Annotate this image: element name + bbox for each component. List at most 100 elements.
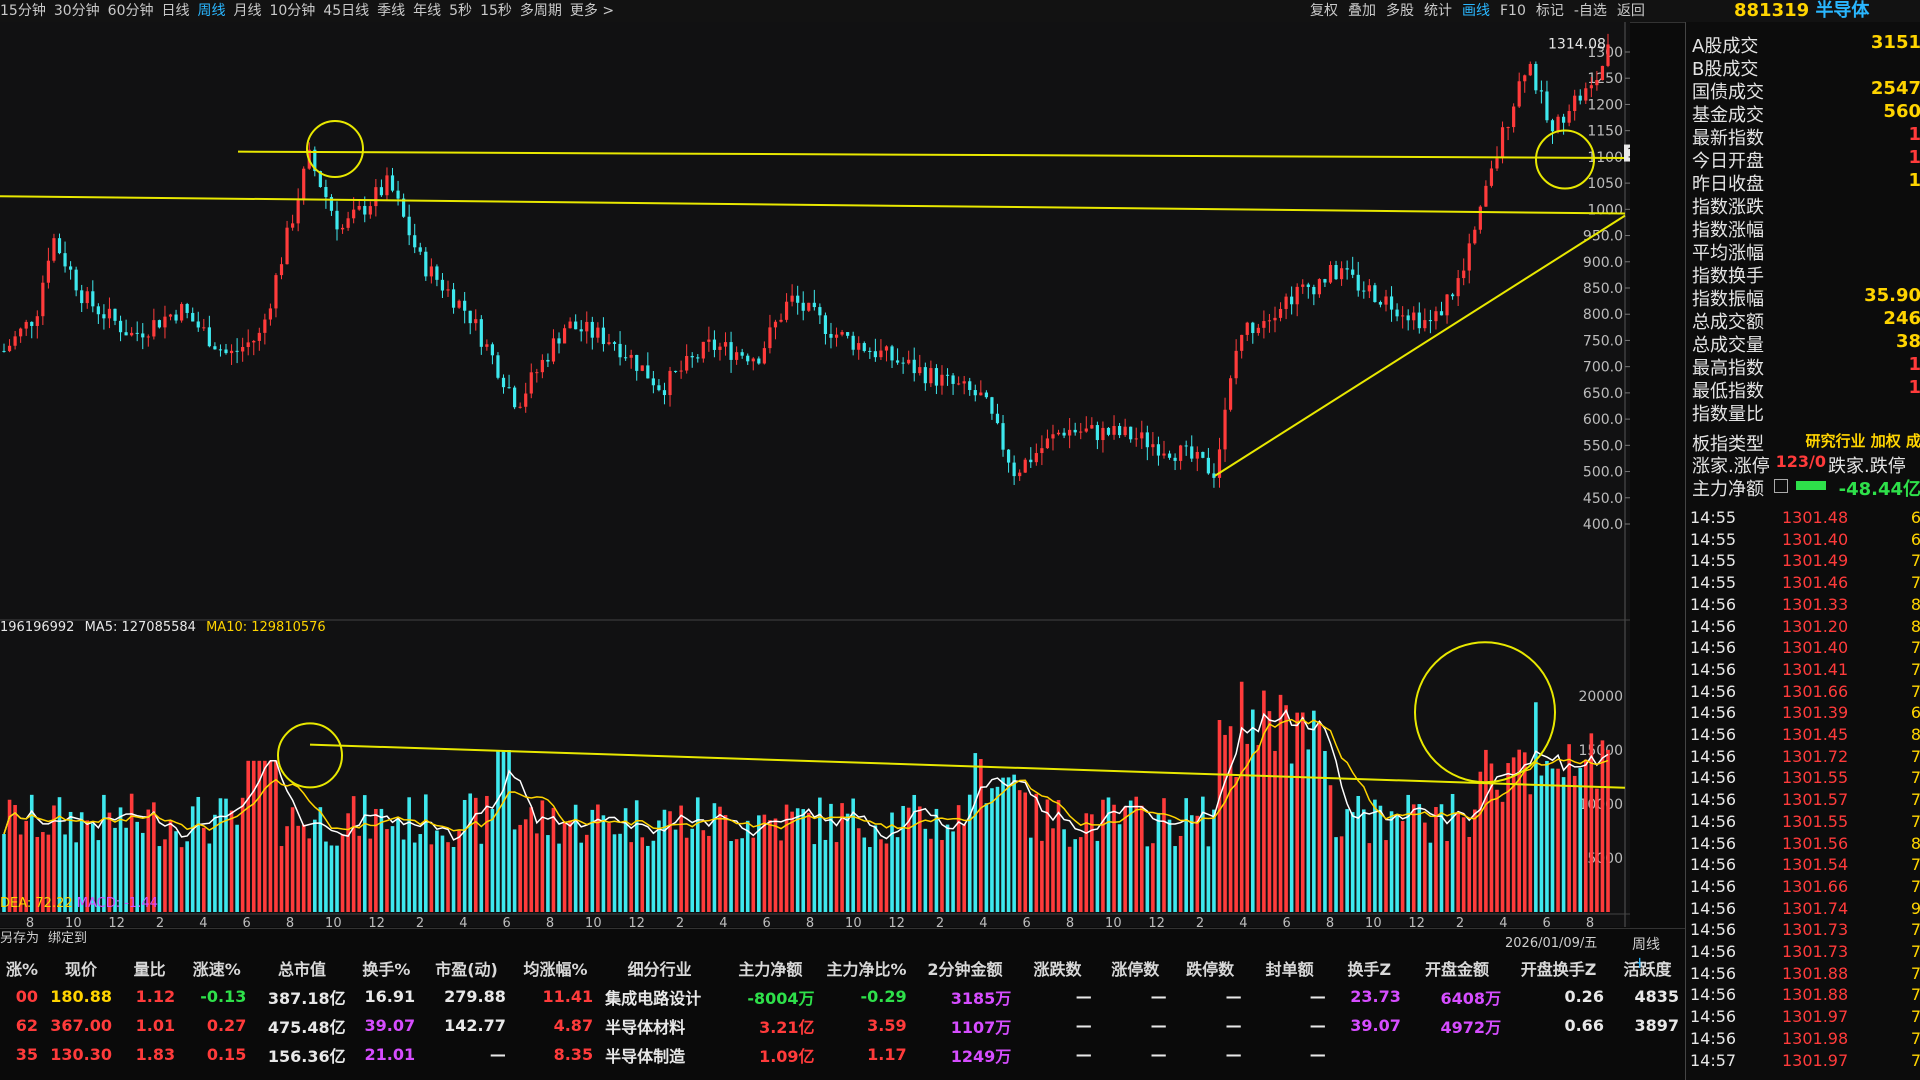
- volume-bar: [1217, 720, 1222, 912]
- period-tab-4[interactable]: 周线: [197, 3, 226, 19]
- tick-time: 14:56: [1690, 638, 1737, 658]
- tick-time: 14:57: [1690, 1050, 1737, 1070]
- column-header[interactable]: 细分行业: [627, 960, 692, 979]
- tool-tab-5[interactable]: F10: [1500, 3, 1526, 19]
- table-cell: 62: [15, 1016, 39, 1035]
- candle-body: [1117, 425, 1122, 436]
- stock-table[interactable]: 涨% 现价 量比 涨速% 总市值 换手% 市盈(动) 均涨幅% 细分行业 主力净额 主力净比% 2分钟…: [0, 954, 1685, 1069]
- column-header[interactable]: 均涨幅%: [523, 960, 588, 979]
- tick-volume: 7: [1910, 920, 1920, 940]
- kline-chart-svg[interactable]: 1300125012001150110010501000950.0900.085…: [0, 22, 1630, 927]
- table-row[interactable]: 00 180.88 1.12 -0.13 387.18亿 16.91 279.88 11.41…: [0, 982, 1685, 1011]
- price-axis-label: 900.0: [1583, 255, 1623, 271]
- period-tab-7[interactable]: 45日线: [323, 3, 370, 19]
- volume-bar: [257, 760, 262, 912]
- net-label: 主力净额: [1692, 479, 1764, 500]
- candle-body: [535, 372, 539, 374]
- tick-price: 1301.40: [1782, 529, 1849, 549]
- volume-bar: [168, 820, 173, 912]
- column-header[interactable]: 涨%: [6, 960, 39, 979]
- candle-body: [1495, 158, 1499, 169]
- candle-body: [318, 171, 322, 187]
- period-tab-12[interactable]: 多周期: [519, 3, 562, 19]
- column-header[interactable]: 涨跌数: [1033, 960, 1082, 979]
- tick-price: 1301.55: [1782, 811, 1849, 831]
- kline-chart-area[interactable]: 1300 1250 1200 1150 1100 1050 1000 950.0 900.0 85…: [0, 22, 1630, 927]
- period-tab-13[interactable]: 更多 >: [569, 3, 615, 19]
- tool-tab-4[interactable]: 画线: [1462, 3, 1490, 19]
- tool-tab-2[interactable]: 多股: [1386, 3, 1414, 19]
- period-label[interactable]: 周线: [1632, 937, 1660, 953]
- tool-tab-0[interactable]: 复权: [1310, 3, 1338, 19]
- table-row[interactable]: 35 130.30 1.83 0.15 156.36亿 21.01 — 8.35 半导体制造 1.…: [0, 1040, 1685, 1069]
- volume-bar: [1245, 743, 1250, 912]
- tool-tab-8[interactable]: 返回: [1616, 3, 1645, 19]
- column-header[interactable]: 封单额: [1265, 960, 1314, 979]
- tool-tab-3[interactable]: 统计: [1424, 3, 1452, 19]
- volume-bar: [868, 847, 872, 912]
- candle-body: [507, 387, 511, 389]
- period-tab-10[interactable]: 5秒: [449, 3, 473, 19]
- candle-body: [346, 218, 350, 228]
- tool-tab-7[interactable]: -自选: [1573, 3, 1607, 19]
- column-header[interactable]: 现价: [65, 960, 98, 979]
- period-tab-6[interactable]: 10分钟: [269, 3, 316, 19]
- tick-price: 1301.72: [1782, 746, 1849, 766]
- volume-bar: [629, 842, 633, 912]
- table-cell: 集成电路设计: [605, 988, 702, 1008]
- column-header[interactable]: 主力净额: [738, 960, 803, 979]
- period-tab-8[interactable]: 季线: [377, 3, 406, 19]
- volume-bar: [207, 843, 212, 912]
- period-tab-1[interactable]: 30分钟: [53, 3, 100, 19]
- period-tab-5[interactable]: 月线: [233, 3, 262, 19]
- column-header[interactable]: 换手%: [362, 960, 411, 979]
- column-header[interactable]: 开盘金额: [1424, 960, 1489, 979]
- candle-body: [496, 355, 500, 378]
- column-header[interactable]: 主力净比%: [826, 960, 907, 979]
- column-header[interactable]: 开盘换手Z: [1520, 960, 1597, 979]
- candle-body: [1045, 438, 1050, 449]
- tool-tab-1[interactable]: 叠加: [1348, 3, 1376, 19]
- x-axis-label: 4: [979, 916, 987, 927]
- candle-body: [2, 350, 6, 352]
- zoom-out-button[interactable]: −: [1657, 953, 1671, 972]
- period-tab-9[interactable]: 年线: [413, 3, 442, 19]
- column-header[interactable]: 涨速%: [192, 960, 241, 979]
- candle-body: [1423, 320, 1427, 329]
- column-header[interactable]: 活跃度: [1623, 960, 1672, 979]
- bind-button[interactable]: 绑定到: [48, 931, 88, 946]
- column-header[interactable]: 市盈(动): [435, 960, 498, 979]
- candle-body: [1534, 63, 1538, 91]
- stat-label: 最新指数: [1692, 128, 1764, 149]
- candle-body: [429, 266, 433, 277]
- candle-body: [174, 314, 178, 321]
- net-checkbox-icon[interactable]: [1774, 479, 1788, 493]
- volume-bar: [1189, 815, 1194, 912]
- column-header[interactable]: 2分钟金额: [927, 960, 1003, 979]
- tick-row: 14:56 1301.33 8: [1686, 595, 1920, 617]
- candle-body: [1567, 111, 1571, 123]
- column-header[interactable]: 量比: [133, 960, 166, 979]
- column-header[interactable]: 涨停数: [1111, 960, 1160, 979]
- volume-bar: [1056, 800, 1061, 912]
- save-as-button[interactable]: 另存为: [0, 931, 40, 946]
- candle-body: [501, 377, 506, 388]
- candle-body: [929, 368, 933, 384]
- zoom-in-button[interactable]: +: [1633, 953, 1647, 972]
- volume-bar: [1084, 813, 1089, 912]
- tick-volume: 7: [1910, 659, 1920, 679]
- period-tab-2[interactable]: 60分钟: [107, 3, 154, 19]
- stat-value: 38: [1895, 331, 1920, 352]
- industry-value[interactable]: 研究行业 加权 成: [1805, 432, 1920, 450]
- column-header[interactable]: 换手Z: [1347, 960, 1392, 979]
- candle-body: [1084, 428, 1088, 432]
- table-row[interactable]: 62 367.00 1.01 0.27 475.48亿 39.07 142.77 4.87 半导…: [0, 1011, 1685, 1040]
- period-tab-3[interactable]: 日线: [161, 3, 190, 19]
- period-tab-0[interactable]: 15分钟: [0, 3, 46, 19]
- volume-bar: [518, 824, 522, 912]
- tool-tab-6[interactable]: 标记: [1535, 3, 1564, 19]
- tick-time: 14:55: [1690, 529, 1737, 549]
- column-header[interactable]: 总市值: [277, 960, 326, 979]
- column-header[interactable]: 跌停数: [1186, 960, 1235, 979]
- period-tab-11[interactable]: 15秒: [480, 3, 512, 19]
